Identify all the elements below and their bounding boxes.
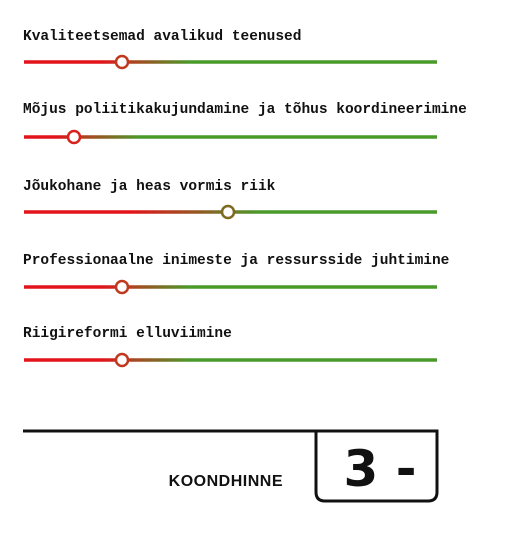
criterion-label: Riigireformi elluviimine (23, 326, 232, 342)
slider-knob[interactable] (66, 129, 82, 145)
summary: KOONDHINNE 3 - (23, 429, 439, 503)
criterion-label: Jõukohane ja heas vormis riik (23, 179, 276, 195)
criterion: Professionaalne inimeste ja ressursside … (23, 253, 449, 295)
slider-knob[interactable] (114, 54, 130, 70)
slider-knob[interactable] (114, 352, 130, 368)
criterion: Jõukohane ja heas vormis riik (23, 179, 437, 220)
summary-label: KOONDHINNE (169, 473, 283, 490)
criterion-label: Mõjus poliitikakujundamine ja tõhus koor… (23, 102, 467, 118)
grade-box (314, 429, 439, 503)
criterion: Mõjus poliitikakujundamine ja tõhus koor… (23, 102, 467, 145)
criterion-label: Professionaalne inimeste ja ressursside … (23, 253, 449, 269)
criterion: Riigireformi elluviimine (23, 326, 437, 368)
grade: 3 - (344, 440, 417, 498)
slider-knob[interactable] (114, 279, 130, 295)
criterion-label: Kvaliteetsemad avalikud teenused (23, 29, 301, 45)
criterion: Kvaliteetsemad avalikud teenused (23, 29, 437, 70)
slider-knob[interactable] (220, 204, 236, 220)
